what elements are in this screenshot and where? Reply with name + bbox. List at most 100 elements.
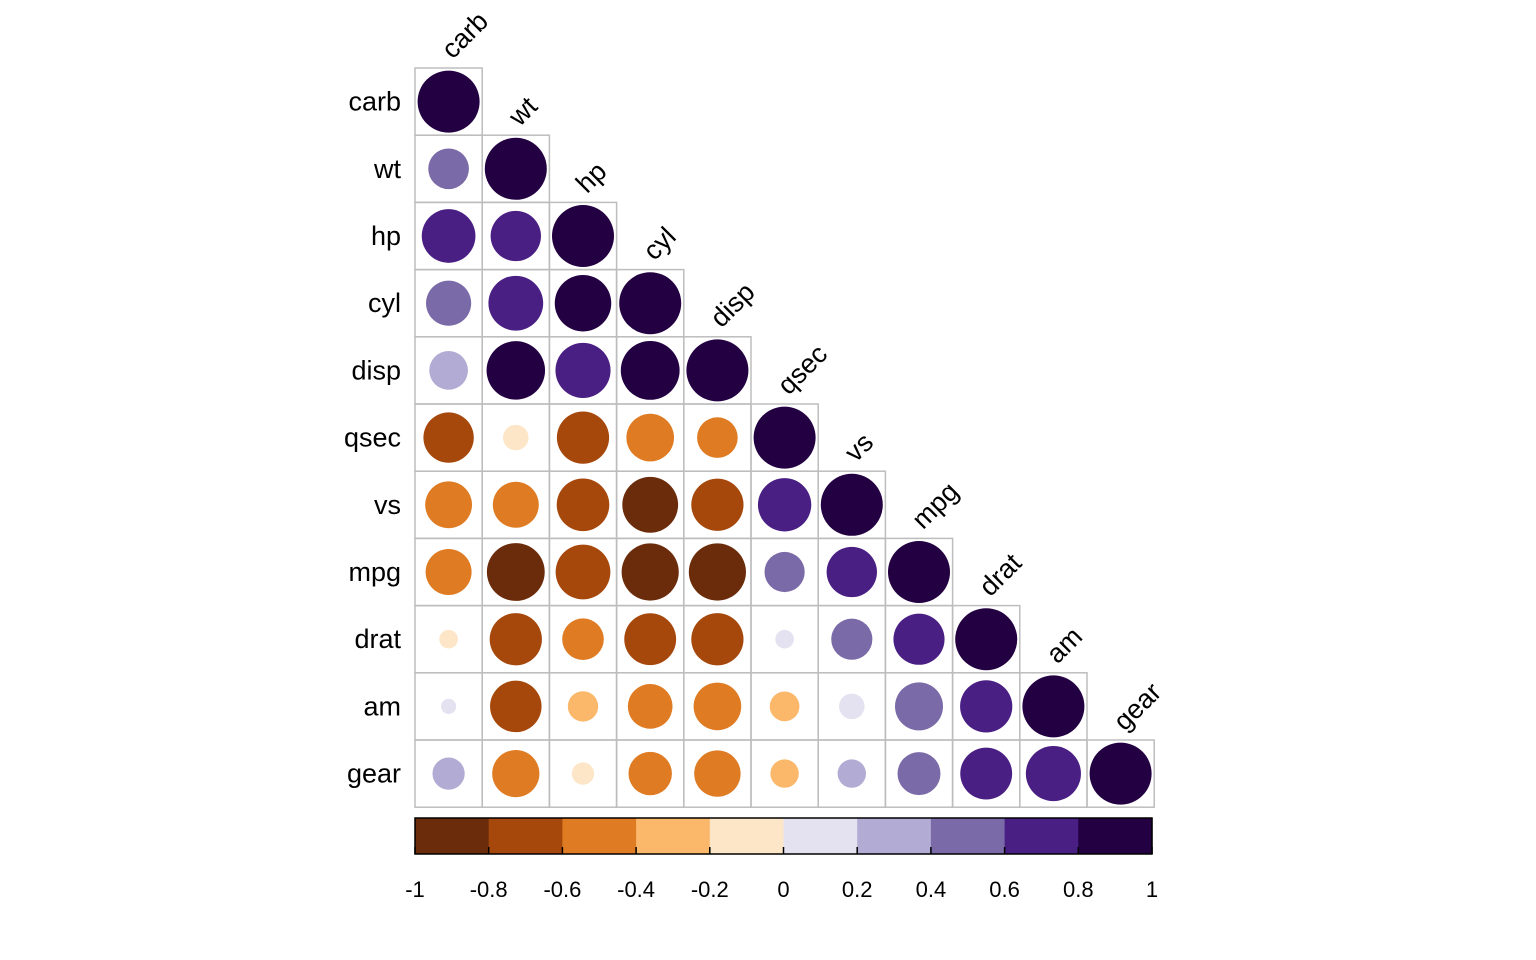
column-label-wt: wt [502, 91, 543, 132]
corr-circle-am-cyl [627, 684, 673, 729]
corr-circle-drat-hp [562, 618, 604, 660]
corr-circle-wt-wt [484, 137, 547, 200]
corr-circle-gear-hp [571, 762, 595, 785]
corr-circle-drat-carb [439, 629, 458, 649]
corr-circle-mpg-vs [826, 546, 877, 598]
corr-circle-vs-vs [820, 473, 883, 536]
corr-circle-cyl-hp [554, 274, 612, 332]
corr-circle-drat-drat [955, 608, 1018, 671]
corr-circle-gear-cyl [628, 751, 672, 796]
colorbar-segment [1078, 818, 1153, 854]
corr-circle-gear-am [1025, 746, 1081, 802]
corr-circle-drat-cyl [624, 613, 677, 666]
row-label-disp: disp [351, 355, 401, 385]
corr-circle-disp-wt [486, 341, 546, 400]
corr-circle-mpg-hp [555, 544, 611, 600]
corr-circle-gear-disp [694, 750, 741, 797]
corr-circle-qsec-cyl [626, 413, 675, 462]
corr-circle-cyl-cyl [619, 272, 682, 335]
row-label-cyl: cyl [368, 288, 401, 318]
corr-circle-qsec-wt [503, 424, 529, 451]
colorbar-tick-label: 0.2 [842, 877, 873, 902]
corr-circle-mpg-wt [486, 543, 545, 601]
column-label-hp: hp [570, 156, 612, 198]
column-label-qsec: qsec [772, 339, 834, 401]
row-label-vs: vs [374, 490, 401, 520]
corr-circle-mpg-carb [425, 549, 472, 595]
corr-circle-am-am [1022, 675, 1085, 738]
corr-circle-wt-carb [428, 148, 469, 190]
colorbar-tick-label: -0.8 [470, 877, 508, 902]
cell-grid [414, 67, 1155, 808]
row-label-mpg: mpg [348, 557, 401, 587]
corr-circle-gear-drat [960, 747, 1013, 800]
colorbar-tick-labels: -1 -0.8 -0.6 -0.4 -0.2 0 0.2 0.4 0.6 0.8 1 [405, 877, 1158, 902]
row-label-am: am [363, 691, 401, 721]
row-label-qsec: qsec [344, 423, 401, 453]
column-label-am: am [1040, 621, 1088, 669]
corr-circle-qsec-hp [556, 411, 610, 464]
corr-circle-qsec-disp [697, 417, 738, 458]
colorbar-ticks [414, 847, 1153, 854]
colorbar-tick-label: 0.6 [989, 877, 1020, 902]
row-label-wt: wt [373, 154, 401, 184]
corr-circle-drat-mpg [893, 613, 945, 665]
corr-circle-gear-gear [1089, 742, 1152, 805]
colorbar-tick-label: -0.4 [617, 877, 655, 902]
corr-circle-am-hp [567, 691, 599, 722]
corr-circle-qsec-carb [423, 412, 474, 463]
corr-circle-mpg-disp [688, 543, 746, 601]
colorbar-segment [415, 818, 490, 854]
corr-circle-cyl-carb [426, 280, 472, 326]
colorbar-tick-label: 0 [777, 877, 789, 902]
corr-circle-carb-carb [417, 70, 480, 133]
corr-circle-vs-carb [425, 481, 473, 529]
corr-circle-gear-mpg [897, 752, 941, 796]
corr-circle-vs-cyl [622, 476, 679, 533]
corr-circle-gear-vs [837, 759, 867, 788]
correlation-circles [417, 70, 1152, 805]
corr-circle-mpg-qsec [764, 551, 805, 593]
corr-circle-gear-qsec [770, 759, 799, 788]
row-label-carb: carb [348, 87, 401, 117]
corr-circle-gear-wt [492, 749, 540, 798]
corr-circle-am-disp [693, 682, 742, 731]
column-label-gear: gear [1108, 677, 1167, 736]
column-label-vs: vs [839, 427, 879, 467]
column-label-cyl: cyl [637, 221, 682, 266]
corr-circle-hp-carb [421, 209, 476, 263]
colorbar-tick-label: -1 [405, 877, 425, 902]
column-label-drat: drat [973, 547, 1027, 601]
corr-circle-drat-qsec [775, 629, 794, 649]
row-labels: carb wt hp cyl disp qsec vs mpg drat am gear [344, 87, 402, 789]
colorbar-segment [1004, 818, 1079, 854]
corr-circle-disp-hp [555, 342, 611, 398]
corr-circle-vs-hp [556, 478, 610, 532]
column-label-carb: carb [436, 6, 494, 64]
corr-circle-drat-wt [489, 613, 542, 666]
corr-circle-drat-vs [831, 618, 873, 660]
corr-circle-disp-carb [429, 351, 468, 390]
row-label-gear: gear [347, 759, 401, 789]
column-label-mpg: mpg [906, 476, 964, 534]
corr-circle-disp-disp [686, 339, 749, 402]
colorbar-segment [709, 818, 785, 854]
corr-circle-cyl-wt [488, 275, 544, 331]
corr-circle-disp-cyl [620, 340, 680, 400]
colorbar-tick-label: 0.8 [1063, 877, 1094, 902]
colorbar-segment [488, 818, 563, 854]
corr-circle-am-vs [839, 693, 865, 720]
corr-circle-gear-carb [432, 757, 465, 790]
row-label-drat: drat [354, 624, 401, 654]
colorbar-segment [930, 818, 1006, 854]
colorbar-tick-label: -0.6 [543, 877, 581, 902]
corr-circle-mpg-mpg [888, 541, 950, 603]
colorbar-segments [415, 818, 1153, 854]
corr-circle-am-wt [490, 680, 542, 733]
colorbar-segment [783, 818, 858, 854]
corr-circle-vs-disp [691, 478, 744, 531]
corr-circle-am-qsec [769, 691, 800, 722]
color-legend: -1 -0.8 -0.6 -0.4 -0.2 0 0.2 0.4 0.6 0.8 1 [405, 817, 1158, 902]
